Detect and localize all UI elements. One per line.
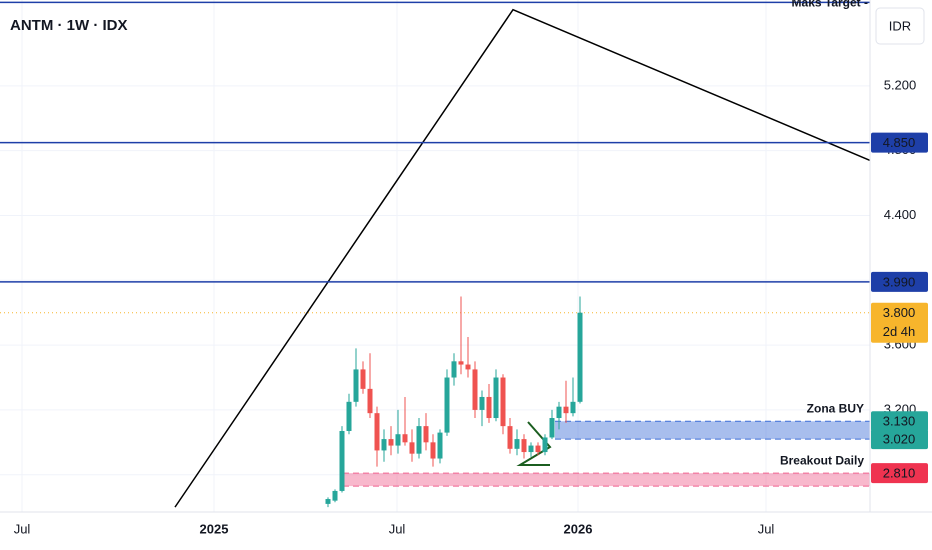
currency-button[interactable]	[875, 7, 925, 45]
target-label: Maks Target -	[792, 0, 868, 10]
candle-body	[353, 369, 359, 402]
candle-body	[528, 445, 534, 453]
price-tag	[871, 302, 928, 343]
trendline	[174, 8, 871, 508]
candle-body	[556, 406, 562, 419]
candle-body	[395, 434, 401, 446]
candle-body	[388, 439, 394, 446]
price-tag	[871, 463, 928, 484]
candle-body	[570, 401, 576, 414]
y-tick-label: 5.200	[884, 77, 917, 92]
candle-body	[479, 396, 485, 410]
candle-body	[500, 377, 506, 427]
candle-body	[493, 377, 499, 419]
candle-body	[486, 396, 492, 419]
price-tag-label: 2.810	[883, 466, 916, 481]
candle-body	[458, 361, 464, 365]
candle-body	[549, 418, 555, 438]
candle-body	[416, 426, 422, 454]
plot-area	[0, 0, 871, 512]
y-tick-label: 4.400	[884, 207, 917, 222]
candle-body	[472, 369, 478, 410]
candle-body	[451, 361, 457, 378]
x-tick-label: 2025	[200, 521, 229, 536]
price-tag	[871, 271, 928, 292]
candle-body	[430, 442, 436, 459]
price-tag	[871, 132, 928, 153]
candle-body	[409, 442, 415, 454]
x-tick-label: 2026	[564, 521, 593, 536]
candle-body	[507, 426, 513, 449]
candle-body	[465, 364, 471, 370]
candle-body	[514, 439, 520, 449]
candle-body	[360, 369, 366, 389]
x-tick-label: Jul	[389, 521, 406, 536]
chart-title: ANTM · 1W · IDX	[10, 17, 128, 34]
x-tick-label: Jul	[758, 521, 775, 536]
price-tag-label: 3.020	[883, 432, 916, 447]
candle-body	[577, 312, 583, 402]
candle-body	[339, 430, 345, 491]
pattern	[516, 421, 552, 466]
price-tag	[871, 429, 928, 450]
currency[interactable]: IDR	[889, 18, 911, 33]
candle-body	[381, 439, 387, 451]
candle-body	[535, 445, 541, 453]
countdown: 2d 4h	[883, 324, 916, 339]
x-tick-label: Jul	[14, 521, 31, 536]
candle-body	[521, 439, 527, 453]
price-tag	[871, 411, 928, 432]
candle-body	[332, 490, 338, 501]
zone	[555, 421, 870, 440]
candle-body	[423, 426, 429, 443]
candle-body	[437, 432, 443, 459]
candle-body	[542, 437, 548, 453]
price-tag-label: 3.800	[883, 305, 916, 320]
zone	[343, 473, 870, 487]
candle-body	[325, 499, 331, 504]
candle-body	[444, 377, 450, 433]
price-tag-label: 3.130	[883, 414, 916, 429]
zone-label: Zona BUY	[807, 401, 864, 415]
candle-body	[346, 401, 352, 431]
candle-body	[367, 388, 373, 414]
candle-body	[563, 406, 569, 414]
price-tag-label: 3.990	[883, 274, 916, 289]
candle-body	[374, 413, 380, 451]
price-tag-label: 4.850	[883, 135, 916, 150]
candle-body	[402, 434, 408, 443]
zone-label: Breakout Daily	[780, 453, 864, 467]
